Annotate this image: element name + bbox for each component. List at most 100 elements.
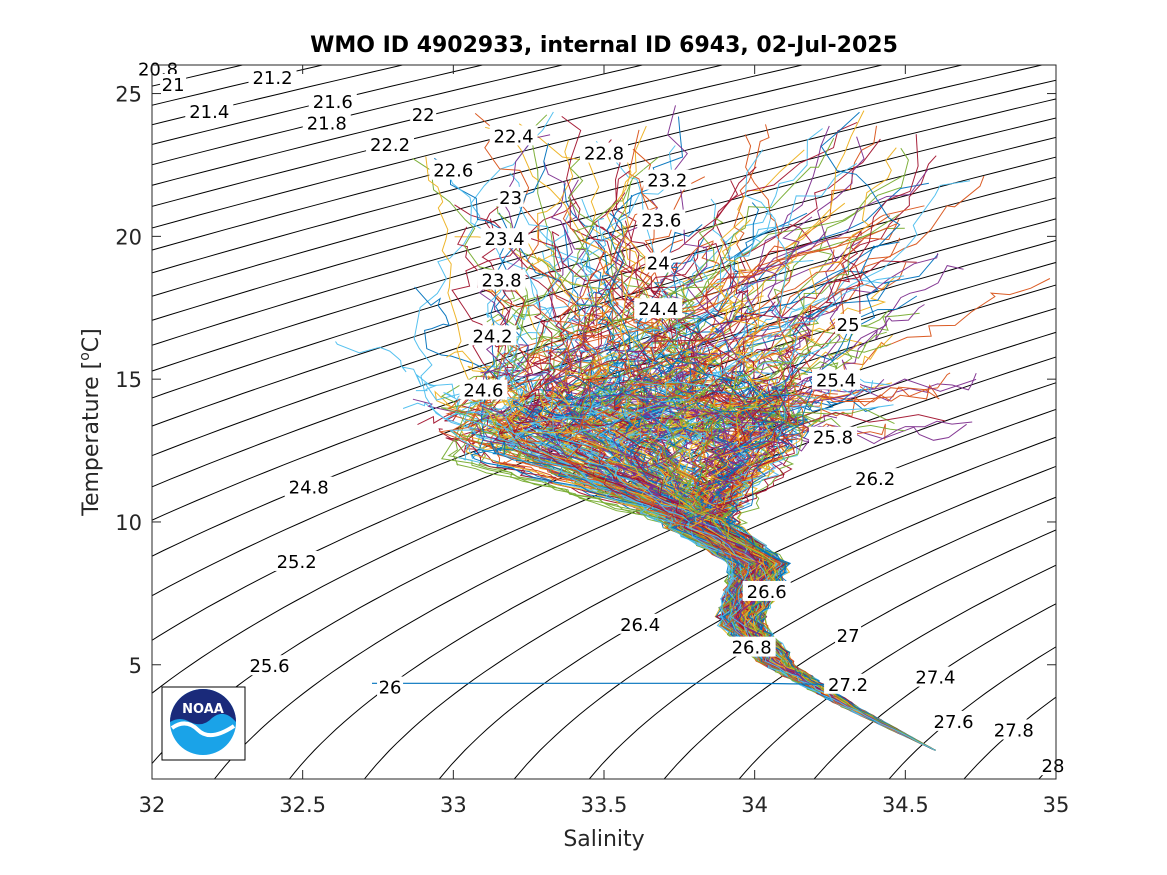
contour-label-bg bbox=[308, 91, 357, 112]
contour-label: 21.2 bbox=[252, 68, 292, 89]
profile-line bbox=[485, 287, 936, 751]
contour-label-bg bbox=[580, 142, 628, 163]
noaa-logo-wave bbox=[170, 721, 236, 738]
density-contour bbox=[152, 65, 645, 186]
contour-label: 23.4 bbox=[485, 229, 525, 250]
contour-label-bg bbox=[637, 209, 686, 230]
contour-label: 23.8 bbox=[482, 271, 522, 292]
density-contour bbox=[663, 529, 1056, 779]
contour-label: 27.4 bbox=[915, 668, 955, 689]
density-contour bbox=[1091, 36, 1167, 807]
contour-label: 27.8 bbox=[994, 720, 1034, 741]
contour-label-bg bbox=[989, 719, 1038, 740]
contour-label: 27.6 bbox=[934, 712, 974, 733]
contour-label: 24 bbox=[647, 253, 670, 274]
contour-label: 21 bbox=[162, 75, 185, 96]
contour-label-bg bbox=[272, 550, 321, 571]
contour-label-bg bbox=[489, 125, 538, 146]
contour-label: 22.4 bbox=[494, 126, 534, 147]
contour-label-bg bbox=[645, 252, 672, 273]
profile-line bbox=[502, 374, 936, 751]
density-contour bbox=[152, 65, 725, 207]
contour-label-bg bbox=[835, 313, 862, 334]
contour-label: 22 bbox=[412, 105, 435, 126]
chart-title: WMO ID 4902933, internal ID 6943, 02-Jul… bbox=[310, 33, 898, 58]
contour-label-bg bbox=[160, 73, 187, 94]
contour-label: 26.2 bbox=[855, 469, 895, 490]
contour-label: 28 bbox=[1042, 756, 1065, 777]
profile-line bbox=[539, 351, 936, 751]
profile-line bbox=[469, 402, 936, 751]
y-axis-label-main: Temperature [ bbox=[79, 361, 104, 517]
contour-label-bg bbox=[616, 613, 665, 634]
contour-label: 24.6 bbox=[463, 381, 503, 402]
contour-label-bg bbox=[634, 298, 683, 319]
noaa-logo-upper bbox=[170, 689, 236, 725]
contour-label: 26.6 bbox=[747, 582, 787, 603]
x-axis-label: Salinity bbox=[563, 827, 644, 852]
contour-label: 22.8 bbox=[584, 144, 624, 165]
contour-label-bg bbox=[480, 228, 529, 249]
density-contour bbox=[152, 218, 1056, 521]
contour-label-bg bbox=[410, 103, 437, 124]
profile-line bbox=[683, 391, 936, 751]
profile-line bbox=[622, 217, 936, 751]
profile-line-outlier bbox=[372, 682, 855, 686]
density-contour bbox=[588, 496, 1056, 779]
contour-label: 23 bbox=[499, 188, 522, 209]
x-tick-label: 34.5 bbox=[882, 793, 929, 817]
y-axis-label: Temperature [oC] bbox=[77, 328, 104, 516]
contour-label: 25.2 bbox=[277, 552, 317, 573]
x-axis-ticks: 32 32.5 33 33.5 34 34.5 35 bbox=[139, 65, 1069, 817]
profile-lines bbox=[335, 105, 1051, 751]
density-contour bbox=[152, 136, 1056, 399]
contour-label: 23.6 bbox=[641, 211, 681, 232]
y-tick-label: 20 bbox=[115, 225, 142, 249]
contour-label: 21.6 bbox=[313, 92, 353, 113]
density-contour bbox=[152, 176, 1056, 457]
contour-label: 25.8 bbox=[813, 428, 853, 449]
y-axis-ticks: 5 10 15 20 25 bbox=[115, 83, 1056, 678]
contour-label: 24.4 bbox=[638, 299, 678, 320]
x-tick-label: 32.5 bbox=[279, 793, 326, 817]
contour-label-bg bbox=[851, 468, 900, 489]
contour-label-bg bbox=[643, 169, 692, 190]
contour-label-bg bbox=[284, 476, 333, 497]
contour-label-bg bbox=[302, 112, 351, 133]
contour-label-bg bbox=[185, 101, 234, 122]
contour-label: 26 bbox=[379, 678, 402, 699]
contour-label-bg bbox=[911, 666, 960, 687]
contour-label: 27.2 bbox=[828, 675, 868, 696]
contour-label: 24.2 bbox=[472, 326, 512, 347]
density-contour bbox=[1038, 760, 1056, 779]
x-tick-label: 32 bbox=[139, 793, 166, 817]
profile-line bbox=[667, 105, 936, 751]
density-contour bbox=[152, 156, 1056, 427]
contour-label-bg bbox=[742, 580, 791, 601]
contour-label: 21.4 bbox=[189, 102, 229, 123]
contour-label: 21.8 bbox=[307, 114, 347, 135]
noaa-logo-text: NOAA bbox=[182, 702, 224, 717]
y-tick-label: 25 bbox=[115, 83, 142, 107]
contour-label-bg bbox=[809, 426, 858, 447]
contour-label-bg bbox=[929, 710, 978, 731]
density-contour bbox=[363, 408, 1056, 779]
profile-line bbox=[725, 111, 936, 751]
contour-label-bg bbox=[497, 186, 524, 207]
contour-label-bg bbox=[429, 159, 478, 180]
contour-label-bg bbox=[812, 369, 861, 390]
contour-label: 22.6 bbox=[433, 161, 473, 182]
noaa-logo: NOAA bbox=[161, 686, 246, 761]
y-axis-label-end: C] bbox=[79, 328, 104, 352]
density-contour bbox=[513, 465, 1056, 779]
y-tick-label: 5 bbox=[129, 654, 142, 678]
profile-line bbox=[626, 350, 936, 751]
contour-label-bg bbox=[134, 58, 183, 79]
y-axis-label-superscript: o bbox=[77, 352, 93, 361]
y-tick-label: 15 bbox=[115, 368, 142, 392]
density-contour bbox=[888, 646, 1056, 779]
contour-label: 27 bbox=[837, 626, 860, 647]
y-tick-label: 10 bbox=[115, 511, 142, 535]
contour-label-bg bbox=[245, 655, 294, 676]
